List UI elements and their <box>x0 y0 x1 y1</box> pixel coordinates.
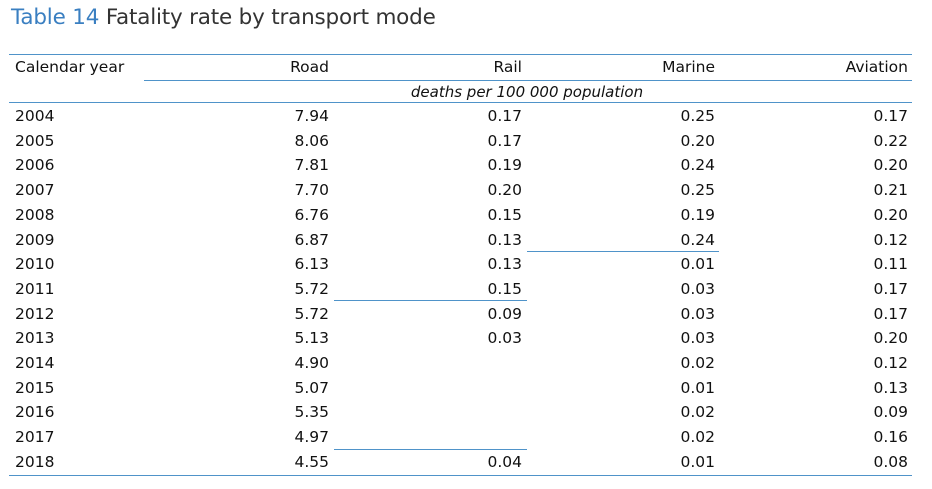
cell-road: 5.13 <box>294 329 329 348</box>
cell-year: 2018 <box>15 452 55 471</box>
table-number: Table 14 <box>11 5 100 30</box>
units-label: deaths per 100 000 population <box>410 83 644 101</box>
units-rule <box>144 80 912 82</box>
cell-road: 5.72 <box>294 304 329 323</box>
cell-year: 2005 <box>15 131 55 150</box>
cell-marine: 0.03 <box>680 329 715 348</box>
cell-aviation: 0.12 <box>873 354 908 372</box>
cell-rail: 0.19 <box>487 156 522 175</box>
cell-year: 2017 <box>15 428 55 447</box>
cell-aviation: 0.17 <box>873 107 908 125</box>
cell-aviation: 0.20 <box>873 329 908 348</box>
cell-marine: 0.01 <box>680 378 715 397</box>
header-rail: Rail <box>493 58 522 76</box>
top-rule <box>9 54 912 56</box>
cell-road: 4.90 <box>294 354 329 372</box>
cell-marine: 0.01 <box>680 255 715 274</box>
cell-marine: 0.01 <box>680 452 715 471</box>
cell-aviation: 0.22 <box>873 131 908 150</box>
cell-year: 2015 <box>15 378 55 397</box>
cell-year: 2007 <box>15 181 55 200</box>
cell-rail: 0.09 <box>487 304 522 323</box>
cell-road: 7.81 <box>294 156 329 175</box>
cell-rail: 0.15 <box>487 279 522 298</box>
cell-year: 2006 <box>15 156 55 175</box>
cell-marine: 0.03 <box>680 304 715 323</box>
cell-marine: 0.02 <box>680 354 715 372</box>
road-break-2011 <box>334 300 527 302</box>
cell-rail: 0.17 <box>487 131 522 150</box>
cell-aviation: 0.13 <box>873 378 908 397</box>
cell-aviation: 0.09 <box>873 403 908 422</box>
cell-year: 2004 <box>15 107 55 125</box>
cell-road: 5.35 <box>294 403 329 422</box>
cell-marine: 0.03 <box>680 279 715 298</box>
cell-aviation: 0.20 <box>873 205 908 224</box>
cell-year: 2014 <box>15 354 55 372</box>
cell-marine: 0.20 <box>680 131 715 150</box>
cell-road: 6.13 <box>294 255 329 274</box>
rail-break-2009 <box>527 251 719 253</box>
cell-road: 6.87 <box>294 230 329 249</box>
cell-aviation: 0.16 <box>873 428 908 447</box>
cell-year: 2013 <box>15 329 55 348</box>
cell-road: 7.94 <box>294 107 329 125</box>
cell-marine: 0.24 <box>680 156 715 175</box>
road-break-2017 <box>334 449 527 451</box>
header-aviation: Aviation <box>845 58 908 76</box>
cell-road: 5.72 <box>294 279 329 298</box>
cell-aviation: 0.11 <box>873 255 908 274</box>
cell-aviation: 0.20 <box>873 156 908 175</box>
cell-road: 4.97 <box>294 428 329 447</box>
cell-year: 2012 <box>15 304 55 323</box>
cell-road: 6.76 <box>294 205 329 224</box>
cell-marine: 0.02 <box>680 403 715 422</box>
cell-road: 4.55 <box>294 452 329 471</box>
bottom-rule <box>9 475 912 477</box>
cell-marine: 0.24 <box>680 230 715 249</box>
cell-marine: 0.25 <box>680 107 715 125</box>
cell-marine: 0.25 <box>680 181 715 200</box>
cell-year: 2011 <box>15 279 55 298</box>
cell-rail: 0.20 <box>487 181 522 200</box>
cell-rail: 0.17 <box>487 107 522 125</box>
cell-road: 7.70 <box>294 181 329 200</box>
cell-road: 5.07 <box>294 378 329 397</box>
cell-rail: 0.03 <box>487 329 522 348</box>
header-calendar-year: Calendar year <box>15 58 125 76</box>
cell-rail: 0.04 <box>487 452 522 471</box>
cell-rail: 0.15 <box>487 205 522 224</box>
cell-aviation: 0.17 <box>873 304 908 323</box>
header-bottom-rule <box>9 102 912 104</box>
header-road: Road <box>290 58 329 76</box>
cell-year: 2016 <box>15 403 55 422</box>
cell-aviation: 0.21 <box>873 181 908 200</box>
cell-marine: 0.02 <box>680 428 715 447</box>
cell-year: 2008 <box>15 205 55 224</box>
cell-aviation: 0.17 <box>873 279 908 298</box>
table-title-text: Fatality rate by transport mode <box>105 5 436 30</box>
cell-aviation: 0.08 <box>873 452 908 471</box>
cell-aviation: 0.12 <box>873 230 908 249</box>
cell-rail: 0.13 <box>487 230 522 249</box>
cell-road: 8.06 <box>294 131 329 150</box>
cell-rail: 0.13 <box>487 255 522 274</box>
cell-year: 2010 <box>15 255 55 274</box>
cell-year: 2009 <box>15 230 55 249</box>
table-title: Table 14 Fatality rate by transport mode <box>11 5 436 30</box>
header-marine: Marine <box>662 58 715 76</box>
cell-marine: 0.19 <box>680 205 715 224</box>
